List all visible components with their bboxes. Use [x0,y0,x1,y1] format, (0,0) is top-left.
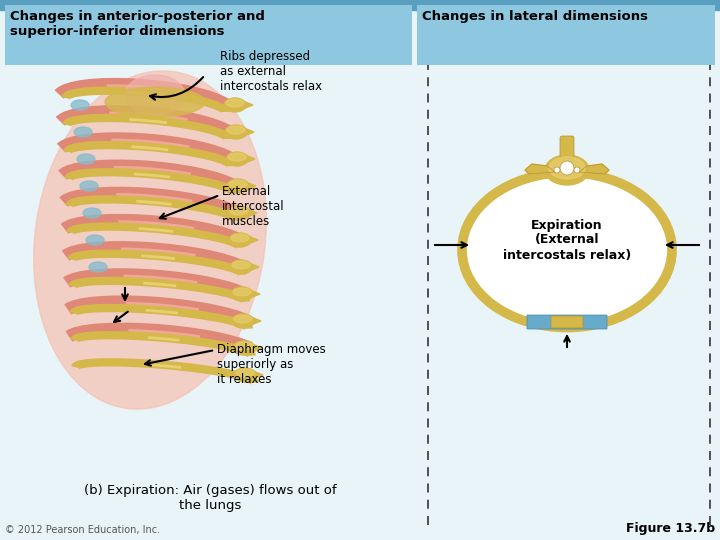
Ellipse shape [228,206,250,220]
Ellipse shape [230,260,252,274]
Text: Changes in anterior-posterior and
superior-inferior dimensions: Changes in anterior-posterior and superi… [10,10,265,38]
Ellipse shape [232,261,250,269]
Polygon shape [579,164,609,174]
Polygon shape [525,164,555,174]
Ellipse shape [462,172,672,327]
Polygon shape [243,101,253,109]
Polygon shape [244,128,254,136]
Ellipse shape [226,99,244,107]
Ellipse shape [234,315,252,323]
Ellipse shape [545,155,589,185]
Ellipse shape [549,157,585,179]
Ellipse shape [234,368,256,382]
Polygon shape [248,236,258,244]
Polygon shape [251,317,261,325]
Polygon shape [247,209,257,217]
Ellipse shape [235,342,253,350]
Ellipse shape [231,234,249,242]
Bar [5,5,412,65]
Text: Expiration
(External
intercostals relax): Expiration (External intercostals relax) [503,219,631,261]
Polygon shape [253,371,263,379]
Ellipse shape [83,208,101,218]
Ellipse shape [228,153,246,161]
Ellipse shape [34,71,266,409]
Ellipse shape [233,341,255,355]
Ellipse shape [236,369,254,377]
Ellipse shape [80,181,98,191]
Bar [417,5,715,65]
Polygon shape [249,263,259,271]
Ellipse shape [227,179,249,193]
Text: Diaphragm moves
superiorly as
it relaxes: Diaphragm moves superiorly as it relaxes [217,343,325,386]
Ellipse shape [229,180,247,188]
Text: © 2012 Pearson Education, Inc.: © 2012 Pearson Education, Inc. [5,525,160,535]
Ellipse shape [226,152,248,166]
Circle shape [554,167,560,173]
Ellipse shape [231,287,253,301]
Ellipse shape [89,262,107,272]
Circle shape [560,161,574,175]
Polygon shape [250,290,260,298]
Ellipse shape [230,207,248,215]
Ellipse shape [229,233,251,247]
Ellipse shape [86,235,104,245]
Ellipse shape [105,87,205,117]
Text: (b) Expiration: Air (gases) flows out of
the lungs: (b) Expiration: Air (gases) flows out of… [84,484,336,512]
Ellipse shape [74,127,92,137]
Ellipse shape [225,125,247,139]
Polygon shape [245,155,255,163]
FancyBboxPatch shape [527,315,607,329]
Text: Changes in lateral dimensions: Changes in lateral dimensions [422,10,648,23]
FancyBboxPatch shape [551,316,583,328]
Ellipse shape [233,288,251,296]
Polygon shape [246,182,256,190]
Ellipse shape [224,98,246,112]
Text: External
intercostal
muscles: External intercostal muscles [222,185,284,228]
Ellipse shape [77,154,95,164]
FancyBboxPatch shape [560,136,574,158]
Ellipse shape [232,314,254,328]
Ellipse shape [227,126,245,134]
Ellipse shape [71,100,89,110]
Bar [0,0,720,10]
Ellipse shape [125,75,185,115]
Circle shape [574,167,580,173]
Text: Figure 13.7b: Figure 13.7b [626,522,715,535]
Text: Ribs depressed
as external
intercostals relax: Ribs depressed as external intercostals … [220,50,322,93]
Polygon shape [252,344,262,352]
